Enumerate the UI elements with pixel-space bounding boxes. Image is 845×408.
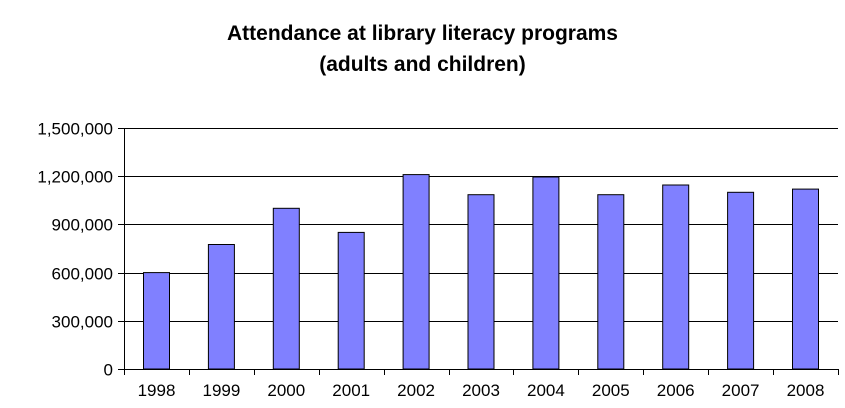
bar-2005	[597, 194, 625, 370]
x-tick-label: 1998	[138, 381, 176, 400]
bar-2008	[792, 188, 819, 370]
y-tick-label: 1,500,000	[37, 120, 113, 139]
tick-labels: 0 300,000 600,000 900,000 1,200,000 1,500,000…	[37, 120, 824, 401]
x-tick-label: 1999	[202, 381, 240, 400]
bars	[143, 174, 819, 370]
x-tick-label: 2004	[527, 381, 565, 400]
bar-2007	[727, 191, 755, 370]
chart-title-line-1: Attendance at library literacy programs	[227, 22, 618, 45]
bar-2004	[532, 176, 560, 370]
y-tick-label: 300,000	[52, 313, 113, 332]
x-tick-label: 2000	[267, 381, 305, 400]
chart-title: Attendance at library literacy programs …	[0, 18, 845, 80]
bar-1999	[207, 244, 235, 370]
x-tick-label: 2008	[787, 381, 825, 400]
x-tick-label: 2005	[592, 381, 630, 400]
bar-2003	[467, 194, 495, 370]
bar-2006	[662, 184, 690, 370]
x-tick-label: 2007	[722, 381, 760, 400]
y-tick-label: 1,200,000	[37, 168, 113, 187]
y-tick-label: 600,000	[52, 265, 113, 284]
bar-2002	[402, 174, 430, 370]
bar-1998	[143, 272, 170, 370]
x-tick-label: 2006	[657, 381, 695, 400]
bar-2000	[272, 207, 300, 370]
axes	[118, 128, 839, 375]
x-tick-label: 2001	[332, 381, 370, 400]
chart-title-line-2: (adults and children)	[319, 53, 526, 76]
bar-2001	[337, 231, 365, 370]
x-tick-label: 2003	[462, 381, 500, 400]
x-tick-label: 2002	[397, 381, 435, 400]
y-tick-label: 0	[104, 361, 113, 380]
y-tick-label: 900,000	[52, 216, 113, 235]
